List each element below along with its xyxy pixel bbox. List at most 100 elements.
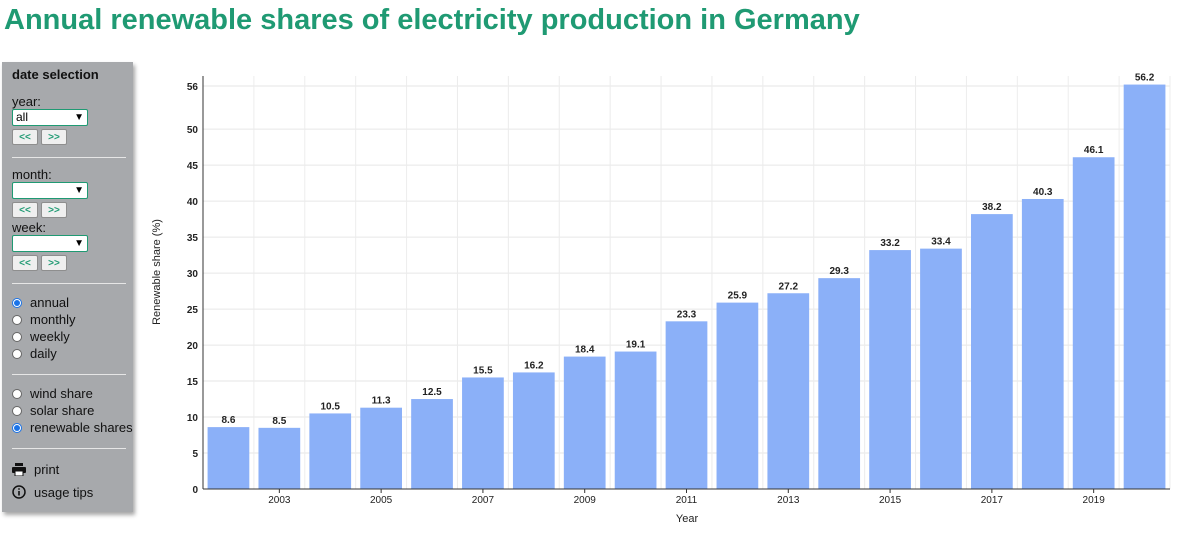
bar: [716, 302, 759, 489]
data-label: 8.5: [272, 416, 286, 427]
radio-label: daily: [30, 346, 57, 361]
bar: [411, 399, 453, 489]
y-tick-label: 40: [187, 197, 199, 208]
x-tick-label: 2015: [879, 495, 902, 506]
date-selection-heading: date selection: [12, 67, 99, 82]
y-tick-label: 5: [192, 449, 198, 460]
month-next-button[interactable]: >>: [41, 202, 67, 218]
month-label: month:: [12, 167, 52, 182]
data-label: 16.2: [524, 360, 544, 371]
radio-wind-share[interactable]: wind share: [12, 385, 133, 402]
radio-button-icon[interactable]: [12, 422, 22, 433]
x-tick-label: 2013: [777, 495, 800, 506]
data-labels: 8.6 8.5 10.5 11.3 12.5 15.5 16.2 18.4 19.1 23.3 25…: [221, 73, 1154, 427]
axes: 0 5 10 15 20 25 30 35 40 45 50 56 2003 2005 2007 2009 20…: [187, 76, 1170, 506]
y-tick-label: 20: [187, 341, 199, 352]
radio-button-icon[interactable]: [12, 314, 22, 325]
data-label: 15.5: [473, 365, 493, 376]
radio-daily[interactable]: daily: [12, 345, 133, 362]
bar: [258, 427, 301, 489]
data-label: 12.5: [422, 387, 442, 398]
bars: [207, 84, 1166, 490]
month-select[interactable]: ▼: [12, 182, 88, 199]
usage-tips-button[interactable]: usage tips: [12, 482, 133, 502]
share-radio-group: wind share solar share renewable shares: [12, 385, 133, 436]
print-button[interactable]: print: [12, 459, 133, 479]
y-tick-label: 10: [187, 413, 199, 424]
year-prev-button[interactable]: <<: [12, 129, 38, 145]
x-tick-label: 2003: [268, 495, 291, 506]
chevron-down-icon: ▼: [74, 112, 84, 123]
x-tick-label: 2009: [574, 495, 597, 506]
radio-monthly[interactable]: monthly: [12, 311, 133, 328]
y-tick-label: 56: [187, 82, 199, 93]
bar: [360, 407, 402, 489]
radio-annual[interactable]: annual: [12, 294, 133, 311]
data-label: 23.3: [677, 309, 697, 320]
divider: [12, 374, 126, 375]
data-label: 11.3: [372, 396, 391, 407]
info-icon: [12, 485, 26, 499]
bar: [512, 372, 555, 489]
bar: [563, 356, 606, 489]
resolution-radio-group: annual monthly weekly daily: [12, 294, 133, 362]
radio-label: monthly: [30, 312, 76, 327]
radio-renewable-shares[interactable]: renewable shares: [12, 419, 133, 436]
week-label: week:: [12, 220, 46, 235]
data-label: 8.6: [221, 415, 235, 426]
radio-button-icon[interactable]: [12, 331, 22, 342]
y-tick-label: 30: [187, 269, 199, 280]
bar: [971, 214, 1013, 489]
week-prev-button[interactable]: <<: [12, 255, 38, 271]
bar: [869, 250, 911, 489]
y-tick-label: 45: [187, 161, 199, 172]
year-select[interactable]: all ▼: [12, 109, 88, 126]
data-label: 56.2: [1135, 73, 1155, 84]
chevron-down-icon: ▼: [74, 238, 84, 249]
x-tick-label: 2019: [1083, 495, 1106, 506]
y-tick-label: 25: [187, 305, 199, 316]
radio-button-icon[interactable]: [12, 348, 22, 359]
year-select-value: all: [16, 110, 29, 124]
print-label: print: [34, 461, 60, 477]
bar: [1021, 198, 1064, 489]
month-prev-button[interactable]: <<: [12, 202, 38, 218]
data-label: 19.1: [626, 340, 646, 351]
divider: [12, 283, 126, 284]
radio-label: solar share: [30, 403, 95, 418]
week-select[interactable]: ▼: [12, 235, 88, 252]
bar: [818, 278, 861, 489]
divider: [12, 157, 126, 158]
radio-button-icon[interactable]: [12, 297, 22, 308]
data-label: 29.3: [829, 266, 849, 277]
bar-chart: 8.6 8.5 10.5 11.3 12.5 15.5 16.2 18.4 19.1 23.3 25…: [151, 73, 1171, 525]
data-label: 33.4: [931, 237, 951, 248]
bar: [1072, 157, 1115, 490]
week-next-button[interactable]: >>: [41, 255, 67, 271]
radio-button-icon[interactable]: [12, 388, 22, 399]
divider: [12, 448, 126, 449]
bar: [309, 413, 352, 489]
year-next-button[interactable]: >>: [41, 129, 67, 145]
radio-weekly[interactable]: weekly: [12, 328, 133, 345]
radio-solar-share[interactable]: solar share: [12, 402, 133, 419]
date-selection-panel: date selection year: all ▼ << >> month: …: [2, 62, 133, 512]
radio-button-icon[interactable]: [12, 405, 22, 416]
y-tick-label: 50: [187, 125, 199, 136]
bar: [1123, 84, 1166, 489]
x-tick-label: 2005: [370, 495, 393, 506]
radio-label: annual: [30, 295, 70, 310]
year-label: year:: [12, 94, 41, 109]
data-label: 33.2: [880, 238, 900, 249]
radio-label: wind share: [30, 386, 93, 401]
bar: [614, 351, 657, 489]
x-axis-title: Year: [676, 513, 699, 525]
data-label: 18.4: [575, 345, 595, 356]
x-tick-label: 2011: [676, 495, 698, 506]
bar: [665, 321, 708, 489]
data-label: 40.3: [1033, 187, 1053, 198]
chevron-down-icon: ▼: [74, 185, 84, 196]
y-tick-label: 35: [187, 233, 199, 244]
bar: [462, 377, 504, 489]
data-label: 27.2: [779, 281, 799, 292]
